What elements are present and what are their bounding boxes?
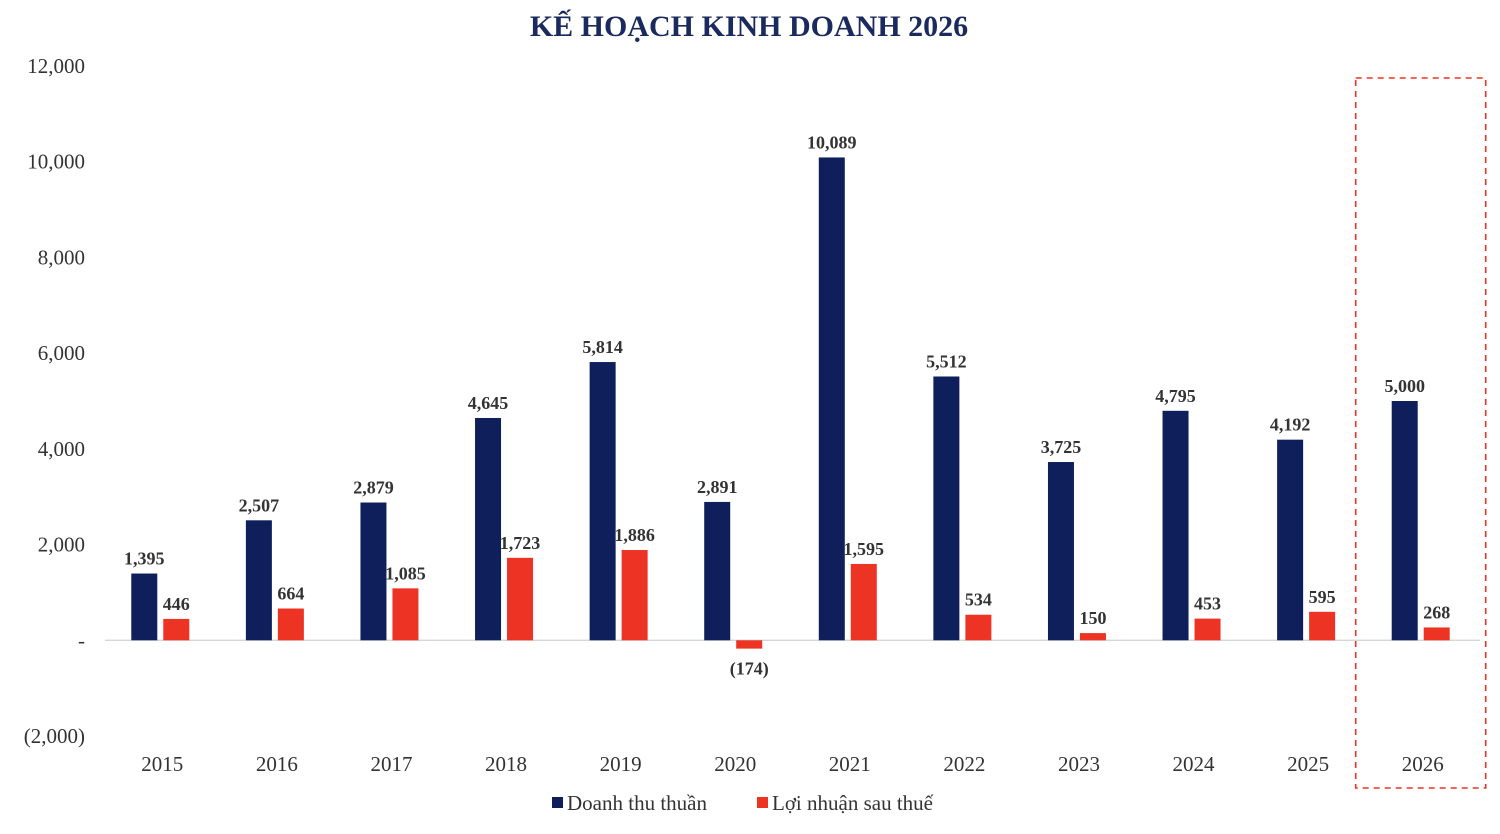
x-tick-label-2026: 2026	[1402, 752, 1444, 776]
revenue-bar-2019	[589, 362, 616, 641]
profit-label-2019: 1,886	[614, 525, 655, 545]
profit-bar-2019	[621, 550, 648, 641]
revenue-label-2017: 2,879	[353, 478, 394, 498]
revenue-bar-2024	[1162, 410, 1189, 641]
profit-bar-2018	[507, 557, 534, 641]
revenue-label-2023: 3,725	[1041, 437, 1082, 457]
legend-label: Doanh thu thuần	[567, 791, 707, 815]
revenue-label-2018: 4,645	[468, 393, 509, 413]
legend-item-1: Lợi nhuận sau thuế	[757, 791, 934, 815]
x-tick-label-2018: 2018	[485, 752, 527, 776]
legend: Doanh thu thuần Lợi nhuận sau thuế	[552, 791, 934, 815]
x-tick-label-2021: 2021	[829, 752, 871, 776]
revenue-bar-2026	[1391, 401, 1418, 641]
x-tick-label-2019: 2019	[600, 752, 642, 776]
profit-label-2026: 268	[1423, 602, 1450, 622]
profit-label-2021: 1,595	[844, 539, 885, 559]
revenue-label-2025: 4,192	[1270, 415, 1311, 435]
revenue-label-2015: 1,395	[124, 549, 165, 569]
revenue-bar-2022	[933, 376, 960, 641]
revenue-label-2024: 4,795	[1155, 386, 1196, 406]
legend-swatch	[552, 797, 563, 808]
y-tick-label: 4,000	[38, 437, 85, 461]
profit-bar-2022	[965, 614, 992, 641]
revenue-label-2021: 10,089	[807, 132, 857, 152]
revenue-label-2019: 5,814	[582, 337, 623, 357]
legend-swatch	[757, 797, 768, 808]
legend-item-0: Doanh thu thuần	[552, 791, 707, 815]
x-tick-label-2025: 2025	[1287, 752, 1329, 776]
profit-label-2015: 446	[163, 594, 190, 614]
highlight-box	[1354, 77, 1487, 789]
x-tick-label-2016: 2016	[256, 752, 298, 776]
revenue-label-2020: 2,891	[697, 477, 738, 497]
y-tick-label: -	[78, 628, 85, 652]
revenue-label-2022: 5,512	[926, 351, 967, 371]
revenue-bar-2025	[1277, 439, 1304, 641]
profit-bar-2016	[277, 608, 304, 641]
profit-bar-2021	[850, 563, 877, 641]
revenue-bar-2018	[475, 417, 502, 641]
data-labels: 1,395 446 2,507 664 2,879 1,085 4,645 1,723 5,81…	[124, 132, 1450, 679]
profit-label-2016: 664	[277, 584, 304, 604]
revenue-bar-2021	[818, 157, 845, 641]
x-tick-label-2024: 2024	[1173, 752, 1216, 776]
profit-bar-2023	[1079, 633, 1106, 641]
x-tick-label-2022: 2022	[943, 752, 985, 776]
y-tick-label: 8,000	[38, 245, 85, 269]
x-tick-label-2020: 2020	[714, 752, 756, 776]
revenue-bar-2020	[704, 501, 731, 641]
x-tick-label-2023: 2023	[1058, 752, 1100, 776]
profit-bar-2017	[392, 588, 419, 641]
x-tick-label-2015: 2015	[141, 752, 183, 776]
profit-bar-2024	[1194, 618, 1221, 641]
profit-label-2017: 1,085	[385, 563, 426, 583]
profit-bar-2026	[1423, 627, 1450, 641]
profit-label-2022: 534	[965, 590, 992, 610]
profit-label-2023: 150	[1079, 608, 1106, 628]
y-tick-label: 6,000	[38, 341, 85, 365]
profit-label-2018: 1,723	[500, 533, 541, 553]
revenue-bar-2023	[1047, 462, 1074, 641]
bars	[131, 157, 1450, 649]
profit-label-2020: (174)	[730, 659, 769, 680]
legend-label: Lợi nhuận sau thuế	[772, 791, 934, 815]
revenue-bar-2015	[131, 573, 158, 641]
y-axis: 12,000 10,000 8,000 6,000 4,000 2,000 - (2,000)	[24, 54, 85, 748]
revenue-bar-2016	[245, 520, 272, 641]
y-tick-label: 10,000	[27, 150, 85, 174]
revenue-label-2026: 5,000	[1384, 376, 1425, 396]
profit-bar-2015	[163, 618, 190, 641]
profit-bar-2025	[1309, 611, 1336, 641]
y-tick-label: 12,000	[27, 54, 85, 78]
highlight-box-2026	[1354, 77, 1487, 789]
x-axis: 2015 2016 2017 2018 2019 2020 2021 2022 2023 2024…	[141, 752, 1443, 776]
y-tick-label: 2,000	[38, 533, 85, 557]
profit-label-2024: 453	[1194, 594, 1221, 614]
y-tick-label: (2,000)	[24, 724, 85, 748]
profit-bar-2020	[736, 640, 763, 649]
profit-label-2025: 595	[1309, 587, 1336, 607]
revenue-label-2016: 2,507	[239, 495, 280, 515]
chart-title: KẾ HOẠCH KINH DOANH 2026	[530, 9, 968, 43]
revenue-bar-2017	[360, 502, 387, 641]
x-tick-label-2017: 2017	[370, 752, 412, 776]
